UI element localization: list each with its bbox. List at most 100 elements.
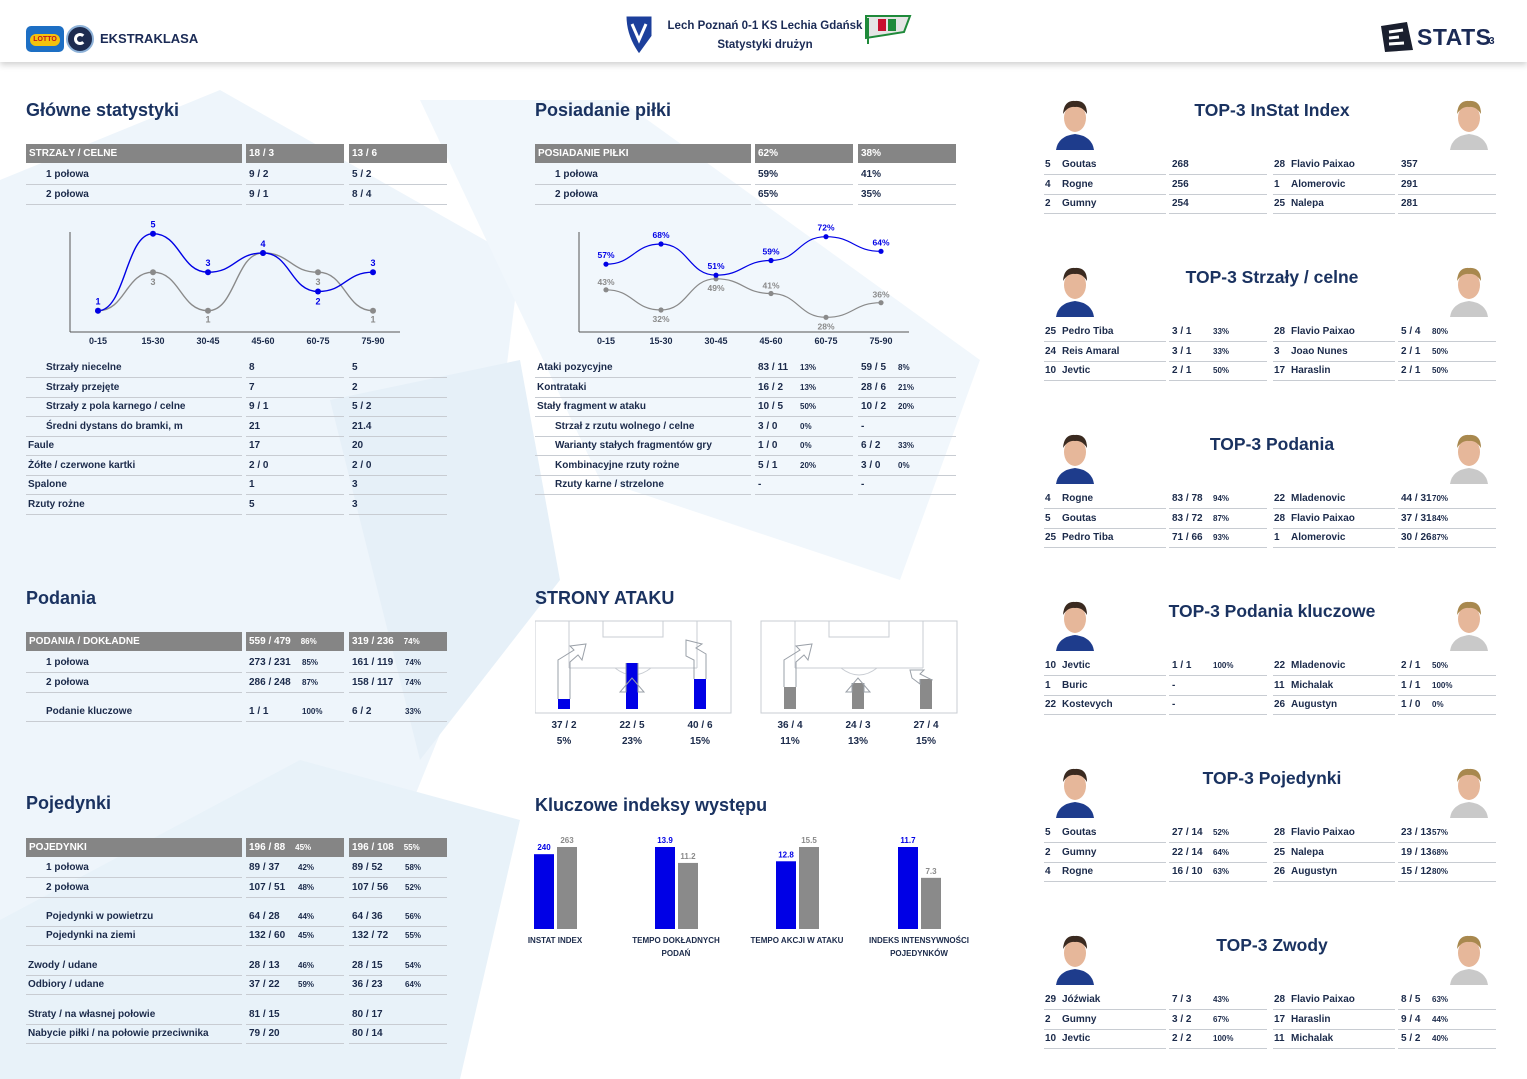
row-divider: [1273, 842, 1395, 843]
top3-player-pct: 50%: [1432, 661, 1449, 670]
row-divider: [246, 877, 344, 878]
top3-player-pct: 33%: [1213, 346, 1230, 356]
top3-player-name: Augustyn: [1291, 866, 1338, 877]
duels-row-label: Straty / na własnej połowie: [28, 1009, 156, 1020]
top3-player-name: Michalak: [1291, 1033, 1334, 1044]
row-divider: [349, 926, 447, 927]
away-point: [205, 307, 211, 314]
duels-row-label: Pojedynki w powietrzu: [46, 911, 154, 922]
attack-direction-arrow: [685, 639, 707, 679]
row-divider: [858, 494, 956, 495]
top3-player-name: Flavio Paixao: [1291, 159, 1355, 170]
row-divider: [1398, 341, 1496, 342]
row-divider: [755, 416, 853, 417]
top3-player-pct: 80%: [1432, 867, 1449, 876]
home-point: [713, 272, 719, 278]
duels-row-home-pct: 46%: [298, 961, 315, 970]
row-divider: [26, 455, 242, 456]
row-divider: [535, 474, 751, 476]
x-tick-label: 60-75: [814, 336, 837, 346]
row-divider: [349, 203, 447, 205]
away-point: [315, 269, 321, 276]
stat-row-home: 9 / 1: [249, 401, 269, 412]
top3-player-name: Jóźwiak: [1062, 994, 1101, 1005]
row-divider: [858, 377, 956, 378]
top3-title: TOP-3 Zwody: [1216, 935, 1328, 955]
top3-player-name: Mladenovic: [1291, 493, 1346, 504]
row-divider: [1273, 193, 1395, 195]
row-divider: [1044, 881, 1166, 882]
row-divider: [26, 926, 242, 927]
away-point: [878, 300, 884, 306]
brand-name: EKSTRAKLASA: [100, 31, 199, 46]
half-row-label: 1 połowa: [46, 169, 89, 180]
row-divider: [1398, 213, 1496, 214]
index-label: TEMPO DOKŁADNYCH: [632, 936, 720, 945]
away-point: [603, 287, 609, 293]
top3-player-name: Reis Amaral: [1062, 345, 1120, 357]
attack-side-pct: 15%: [915, 736, 936, 747]
x-tick-label: 45-60: [759, 336, 782, 346]
passes-row-home: 286 / 248: [249, 676, 291, 688]
top3-player-value: 19 / 13: [1401, 846, 1432, 858]
stats-logo-text: STATS: [1417, 24, 1492, 50]
attack-side-pct: 13%: [847, 736, 868, 747]
home-point: [315, 288, 321, 295]
stat-row-label: Strzały niecelne: [46, 362, 122, 373]
away-point-label: 3: [150, 277, 155, 287]
top3-player-value: 5 / 4: [1401, 326, 1421, 337]
row-divider: [349, 897, 447, 898]
attack-direction-arrow: [783, 643, 813, 687]
row-divider: [1398, 547, 1496, 548]
top3-player-value: 281: [1401, 198, 1418, 209]
top3-player-pct: 44%: [1432, 1014, 1449, 1024]
top3-player-pct: 84%: [1432, 513, 1449, 523]
row-divider: [1273, 714, 1395, 715]
top3-player-name: Flavio Paixao: [1291, 994, 1355, 1005]
row-divider: [755, 203, 853, 205]
top3-player-number: 22: [1274, 493, 1286, 504]
index-home-value: 12.8: [778, 850, 794, 859]
top3-player-name: Goutas: [1062, 512, 1097, 524]
row-divider: [246, 897, 344, 898]
top3-player-name: Mladenovic: [1291, 660, 1346, 671]
row-divider: [1169, 341, 1267, 342]
row-divider: [246, 184, 344, 185]
passes-row-home-pct: 87%: [302, 677, 319, 687]
duels-row-away: 36 / 23: [352, 979, 383, 990]
key-indexes-chart: 240 263 13.9 11.2 12.8 15.5 11.7 7.3: [534, 836, 941, 929]
poss-row-home-pct: 13%: [800, 363, 817, 372]
row-divider: [1273, 360, 1395, 362]
top3-player-number: 28: [1274, 994, 1286, 1005]
top3-title: TOP-3 InStat Index: [1194, 100, 1350, 120]
row-divider: [349, 435, 447, 437]
top3-player-number: 11: [1274, 679, 1285, 691]
away-player-photo: [1446, 92, 1492, 150]
stat-row-home: 2 / 0: [249, 459, 269, 471]
poss-row-away: 3 / 0: [861, 459, 881, 471]
row-divider: [26, 721, 242, 722]
index-label: POJEDYNKÓW: [890, 949, 948, 958]
duels-row-label: Nabycie piłki / na połowie przeciwnika: [28, 1028, 209, 1039]
passes-row-home-pct: 100%: [302, 707, 323, 716]
home-player-photo: [1052, 92, 1098, 150]
top3-player-pct: 57%: [1432, 828, 1449, 837]
row-divider: [1044, 842, 1166, 843]
row-divider: [246, 203, 344, 205]
row-divider: [1273, 1028, 1395, 1030]
row-divider: [755, 494, 853, 495]
poss-row-label: Rzuty karne / strzelone: [555, 479, 664, 490]
home-point-label: 2: [315, 296, 320, 306]
top3-player-number: 2: [1045, 198, 1051, 209]
lotto-badge: LOTTO: [30, 34, 60, 46]
attack-sides-pitches: [535, 620, 958, 714]
poss-row-label: Ataki pozycyjne: [537, 362, 613, 373]
top3-player-number: 4: [1045, 493, 1051, 504]
stat-row-home: 17: [249, 440, 261, 451]
home-point: [205, 269, 211, 276]
home-point-label: 68%: [652, 230, 669, 240]
row-divider: [1044, 1028, 1166, 1030]
away-point: [768, 290, 774, 297]
row-divider: [1273, 1009, 1395, 1010]
attack-side-value: 24 / 3: [845, 720, 871, 731]
